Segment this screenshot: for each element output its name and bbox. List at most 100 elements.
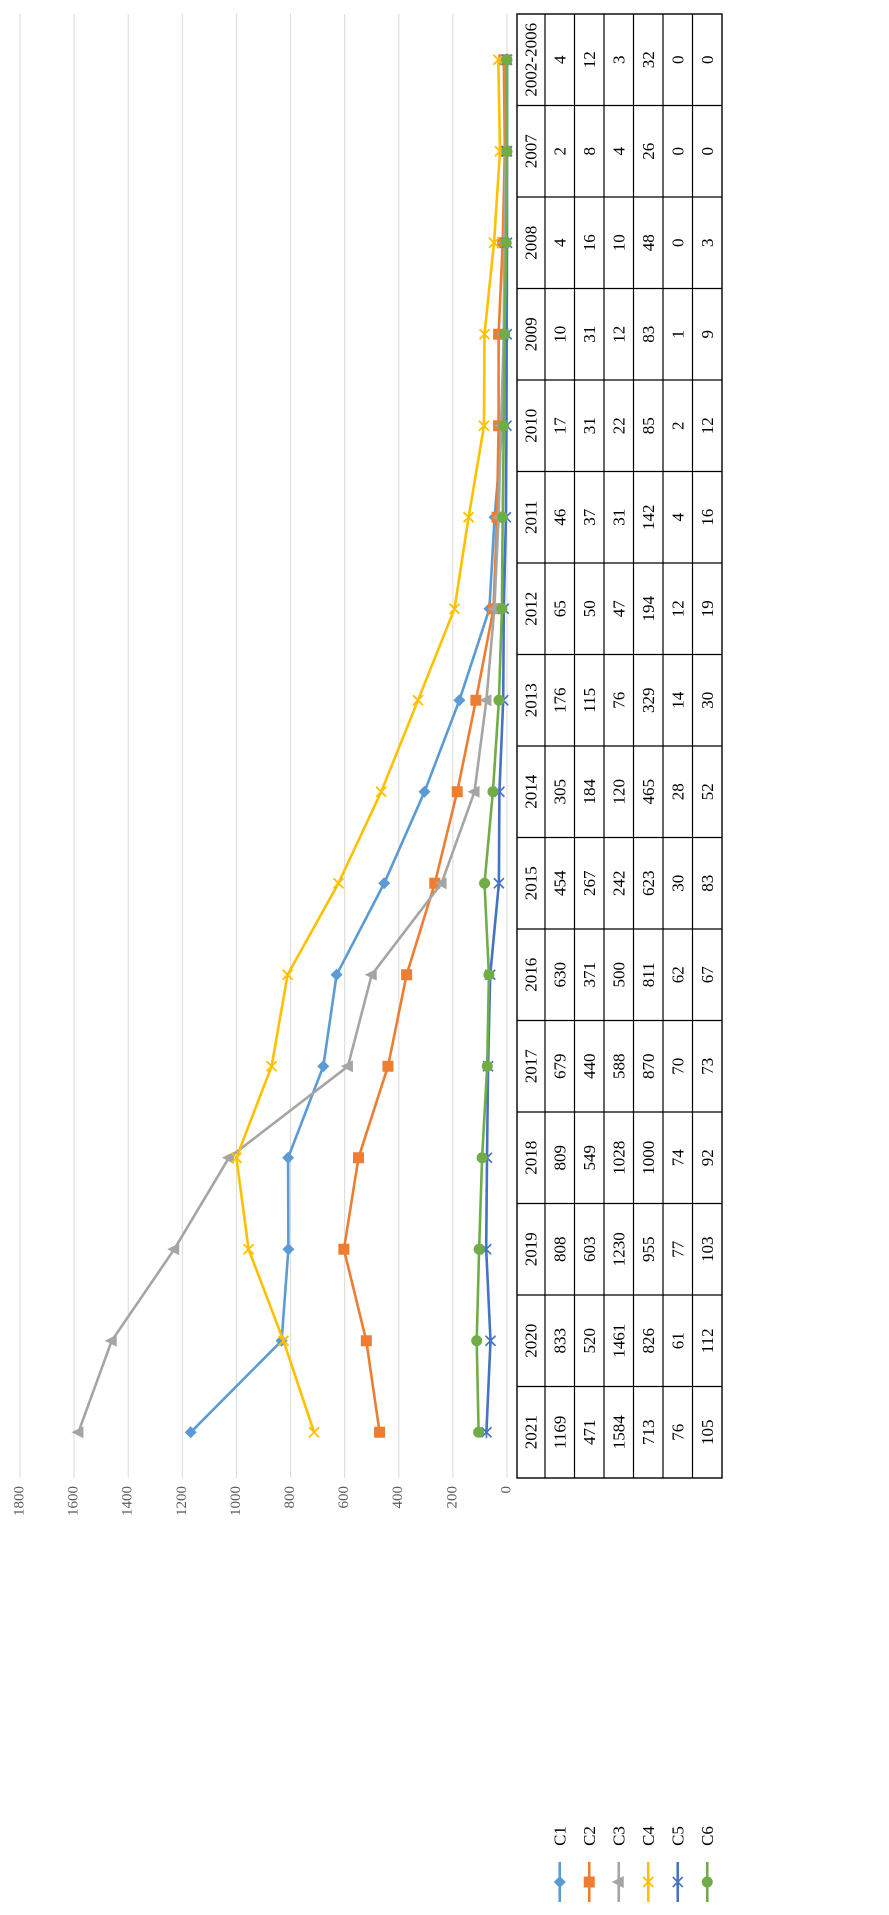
category-label: 2018 xyxy=(522,1141,541,1175)
data-point-c5 xyxy=(672,1876,684,1888)
data-label: 1028 xyxy=(609,1141,628,1175)
data-label: 0 xyxy=(698,147,717,156)
data-label: 50 xyxy=(580,600,599,617)
legend-label: C1 xyxy=(550,1826,569,1846)
value-tick-label: 0 xyxy=(498,1486,514,1494)
data-label: 65 xyxy=(550,600,569,617)
data-label: 588 xyxy=(609,1054,628,1080)
data-label: 1 xyxy=(668,330,687,339)
data-point-c6 xyxy=(497,511,509,523)
data-label: 10 xyxy=(550,326,569,343)
data-point-c1 xyxy=(282,1151,295,1164)
data-label: 808 xyxy=(550,1237,569,1263)
data-label: 500 xyxy=(609,962,628,988)
data-point-c6 xyxy=(481,1060,493,1072)
data-point-c4 xyxy=(281,969,294,981)
series-line-c5 xyxy=(484,59,509,1433)
data-point-c3 xyxy=(167,1243,180,1256)
data-point-c3 xyxy=(467,785,480,798)
data-point-c3 xyxy=(434,877,447,890)
legend-label: C6 xyxy=(698,1826,717,1846)
value-tick-label: 1200 xyxy=(174,1486,190,1516)
legend-key-c5: C5 xyxy=(668,1826,687,1902)
value-tick-label: 1800 xyxy=(11,1486,27,1516)
data-label: 77 xyxy=(668,1240,687,1258)
data-label: 826 xyxy=(639,1328,658,1354)
data-label: 12 xyxy=(580,51,599,68)
data-label: 103 xyxy=(698,1237,717,1263)
data-label: 31 xyxy=(580,417,599,434)
series-lines xyxy=(71,53,513,1439)
data-label: 549 xyxy=(580,1145,599,1171)
data-point-c6 xyxy=(701,1876,713,1888)
value-tick-label: 400 xyxy=(390,1486,406,1509)
data-point-c3 xyxy=(104,1334,117,1347)
data-point-c2 xyxy=(360,1335,372,1347)
data-label: 329 xyxy=(639,688,658,714)
data-label: 809 xyxy=(550,1145,569,1171)
series-c2 xyxy=(338,54,511,1438)
data-label: 471 xyxy=(580,1420,599,1446)
data-label: 76 xyxy=(609,692,628,709)
data-label: 12 xyxy=(609,326,628,343)
legend-label: C3 xyxy=(609,1826,628,1846)
data-point-c6 xyxy=(476,1152,488,1164)
data-label: 3 xyxy=(698,239,717,248)
data-label: 9 xyxy=(698,330,717,339)
data-point-c1 xyxy=(378,877,391,890)
data-point-c1 xyxy=(317,1060,330,1073)
series-c3 xyxy=(71,53,512,1439)
data-point-c4 xyxy=(492,54,504,66)
value-axis: 0 200 400 600 800 1000 1200 1400 1600 1800 xyxy=(11,1486,514,1516)
data-point-c4 xyxy=(308,1426,320,1438)
data-label: 1230 xyxy=(609,1232,628,1266)
category-label: 2008 xyxy=(522,226,541,260)
data-label: 1461 xyxy=(609,1324,628,1358)
data-label: 955 xyxy=(639,1237,658,1263)
legend-key-c6: C6 xyxy=(698,1826,717,1902)
category-label: 2009 xyxy=(522,317,541,351)
category-label: 2013 xyxy=(522,683,541,717)
data-point-c6 xyxy=(500,237,512,249)
data-label: 83 xyxy=(698,875,717,892)
data-label: 4 xyxy=(609,147,628,156)
data-label: 31 xyxy=(580,326,599,343)
data-point-c1 xyxy=(282,1243,295,1256)
data-point-c6 xyxy=(479,877,491,889)
legend-key-c4: C4 xyxy=(639,1826,658,1902)
data-label: 85 xyxy=(639,417,658,434)
data-label: 0 xyxy=(668,56,687,65)
data-point-c6 xyxy=(496,603,508,615)
series-c1 xyxy=(184,53,513,1439)
data-point-c6 xyxy=(483,969,495,981)
value-tick-label: 200 xyxy=(444,1486,460,1509)
category-label: 2021 xyxy=(522,1415,541,1449)
legend-label: C2 xyxy=(580,1826,599,1846)
data-point-c5 xyxy=(484,1334,497,1347)
data-label: 520 xyxy=(580,1328,599,1354)
legend-key-c1: C1 xyxy=(550,1826,569,1902)
value-tick-label: 1400 xyxy=(120,1486,136,1516)
data-point-c2 xyxy=(374,1426,386,1438)
category-label: 2010 xyxy=(522,409,541,443)
data-label: 4 xyxy=(550,238,569,247)
data-label: 52 xyxy=(698,783,717,800)
data-point-c1 xyxy=(330,968,343,981)
data-label: 16 xyxy=(580,234,599,251)
data-point-c4 xyxy=(265,1060,278,1072)
data-point-c2 xyxy=(382,1060,394,1072)
data-label: 713 xyxy=(639,1420,658,1446)
data-label: 30 xyxy=(668,875,687,892)
category-label: 2019 xyxy=(522,1232,541,1266)
data-label: 112 xyxy=(698,1328,717,1353)
data-point-c1 xyxy=(418,785,431,798)
data-point-c6 xyxy=(498,420,510,432)
data-label: 1000 xyxy=(639,1141,658,1175)
data-label: 30 xyxy=(698,692,717,709)
data-label: 48 xyxy=(639,234,658,251)
data-label: 176 xyxy=(550,688,569,714)
data-point-c3 xyxy=(487,602,500,615)
data-label: 22 xyxy=(609,417,628,434)
data-label: 305 xyxy=(550,779,569,805)
data-point-c4 xyxy=(375,786,387,798)
